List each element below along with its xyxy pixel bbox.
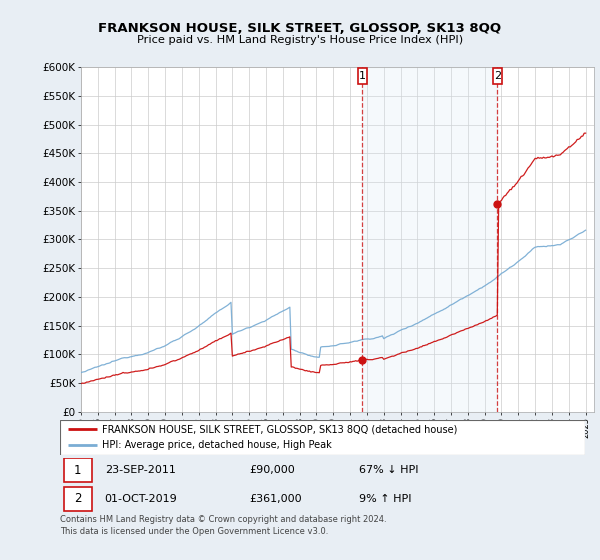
Text: FRANKSON HOUSE, SILK STREET, GLOSSOP, SK13 8QQ (detached house): FRANKSON HOUSE, SILK STREET, GLOSSOP, SK… (102, 424, 457, 435)
Text: Price paid vs. HM Land Registry's House Price Index (HPI): Price paid vs. HM Land Registry's House … (137, 35, 463, 45)
Text: 01-OCT-2019: 01-OCT-2019 (104, 494, 178, 503)
Text: FRANKSON HOUSE, SILK STREET, GLOSSOP, SK13 8QQ: FRANKSON HOUSE, SILK STREET, GLOSSOP, SK… (98, 22, 502, 35)
Text: 1: 1 (74, 464, 82, 477)
Text: 2: 2 (74, 492, 82, 505)
Text: Contains HM Land Registry data © Crown copyright and database right 2024.
This d: Contains HM Land Registry data © Crown c… (60, 515, 386, 536)
Text: 23-SEP-2011: 23-SEP-2011 (104, 465, 176, 475)
Bar (64, 487, 91, 511)
Text: HPI: Average price, detached house, High Peak: HPI: Average price, detached house, High… (102, 440, 332, 450)
Text: 67% ↓ HPI: 67% ↓ HPI (359, 465, 419, 475)
Text: £361,000: £361,000 (249, 494, 302, 503)
Bar (362, 67, 497, 412)
Bar (358, 68, 367, 85)
Text: 9% ↑ HPI: 9% ↑ HPI (359, 494, 412, 503)
Bar (493, 68, 502, 85)
Bar (64, 458, 91, 482)
Text: 1: 1 (359, 71, 366, 81)
Text: £90,000: £90,000 (249, 465, 295, 475)
Text: 2: 2 (494, 71, 501, 81)
